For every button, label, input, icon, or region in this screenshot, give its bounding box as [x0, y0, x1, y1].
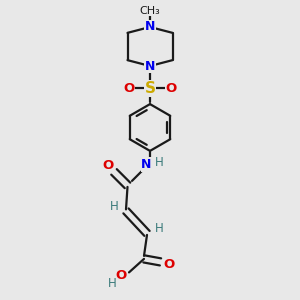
Text: N: N [145, 59, 155, 73]
Text: S: S [145, 81, 155, 96]
Text: O: O [123, 82, 135, 95]
Text: H: H [155, 156, 164, 170]
Text: N: N [145, 20, 155, 34]
Text: H: H [154, 222, 164, 236]
Text: O: O [163, 258, 175, 272]
Text: CH₃: CH₃ [140, 5, 160, 16]
Text: O: O [116, 269, 127, 282]
Text: O: O [102, 159, 114, 172]
Text: N: N [141, 158, 152, 171]
Text: O: O [165, 82, 177, 95]
Text: H: H [108, 277, 117, 290]
Text: H: H [110, 200, 118, 213]
